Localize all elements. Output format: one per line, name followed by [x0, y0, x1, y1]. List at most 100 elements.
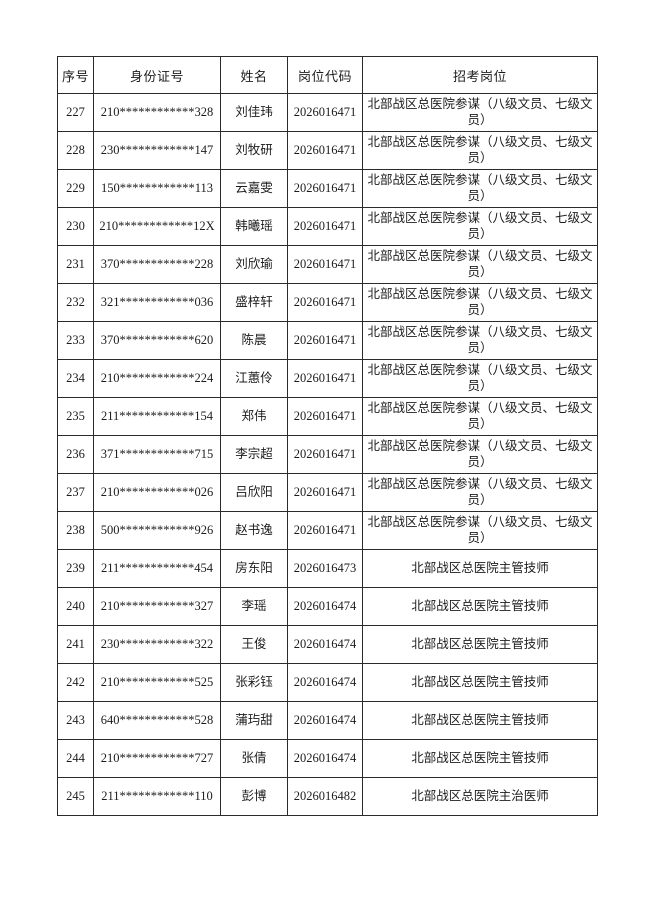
- table-body: 227 210************328 刘佳玮 2026016471 北部…: [57, 93, 598, 816]
- cell-job-code: 2026016471: [287, 169, 363, 208]
- cell-serial-number: 230: [57, 207, 94, 246]
- cell-serial-number: 244: [57, 739, 94, 778]
- cell-job-code: 2026016471: [287, 397, 363, 436]
- cell-job-code: 2026016471: [287, 359, 363, 398]
- cell-job-code: 2026016474: [287, 625, 363, 664]
- header-cell-name: 姓名: [220, 56, 288, 94]
- cell-job-code: 2026016471: [287, 283, 363, 322]
- header-cell-position: 招考岗位: [362, 56, 598, 94]
- cell-position: 北部战区总医院主管技师: [362, 587, 598, 626]
- cell-id-number: 371************715: [93, 435, 221, 474]
- cell-serial-number: 238: [57, 511, 94, 550]
- cell-serial-number: 233: [57, 321, 94, 360]
- cell-id-number: 210************525: [93, 663, 221, 702]
- cell-job-code: 2026016474: [287, 739, 363, 778]
- cell-id-number: 211************110: [93, 777, 221, 816]
- cell-name: 云嘉雯: [220, 169, 288, 208]
- cell-serial-number: 231: [57, 245, 94, 284]
- cell-id-number: 210************327: [93, 587, 221, 626]
- table-row: 230 210************12X 韩曦瑶 2026016471 北部…: [57, 207, 598, 246]
- cell-id-number: 210************026: [93, 473, 221, 512]
- cell-serial-number: 234: [57, 359, 94, 398]
- cell-job-code: 2026016471: [287, 245, 363, 284]
- cell-name: 韩曦瑶: [220, 207, 288, 246]
- cell-id-number: 150************113: [93, 169, 221, 208]
- cell-position: 北部战区总医院参谋（八级文员、七级文员）: [362, 473, 598, 512]
- cell-name: 刘欣瑜: [220, 245, 288, 284]
- cell-name: 盛梓轩: [220, 283, 288, 322]
- cell-name: 刘牧研: [220, 131, 288, 170]
- table-row: 236 371************715 李宗超 2026016471 北部…: [57, 435, 598, 474]
- cell-position: 北部战区总医院参谋（八级文员、七级文员）: [362, 321, 598, 360]
- table-row: 229 150************113 云嘉雯 2026016471 北部…: [57, 169, 598, 208]
- cell-position: 北部战区总医院参谋（八级文员、七级文员）: [362, 245, 598, 284]
- cell-id-number: 640************528: [93, 701, 221, 740]
- cell-id-number: 211************154: [93, 397, 221, 436]
- header-cell-id-number: 身份证号: [93, 56, 221, 94]
- cell-job-code: 2026016474: [287, 587, 363, 626]
- cell-name: 赵书逸: [220, 511, 288, 550]
- cell-serial-number: 241: [57, 625, 94, 664]
- cell-job-code: 2026016474: [287, 701, 363, 740]
- cell-serial-number: 228: [57, 131, 94, 170]
- cell-position: 北部战区总医院主管技师: [362, 739, 598, 778]
- table-row: 235 211************154 郑伟 2026016471 北部战…: [57, 397, 598, 436]
- cell-serial-number: 239: [57, 549, 94, 588]
- table-row: 243 640************528 蒲玙甜 2026016474 北部…: [57, 701, 598, 740]
- cell-serial-number: 237: [57, 473, 94, 512]
- cell-job-code: 2026016473: [287, 549, 363, 588]
- table-row: 242 210************525 张彩钰 2026016474 北部…: [57, 663, 598, 702]
- cell-id-number: 370************228: [93, 245, 221, 284]
- cell-serial-number: 232: [57, 283, 94, 322]
- header-cell-serial-number: 序号: [57, 56, 94, 94]
- cell-position: 北部战区总医院主管技师: [362, 663, 598, 702]
- cell-id-number: 210************727: [93, 739, 221, 778]
- cell-position: 北部战区总医院主管技师: [362, 701, 598, 740]
- cell-id-number: 230************147: [93, 131, 221, 170]
- cell-job-code: 2026016471: [287, 131, 363, 170]
- cell-serial-number: 235: [57, 397, 94, 436]
- cell-serial-number: 236: [57, 435, 94, 474]
- table-row: 231 370************228 刘欣瑜 2026016471 北部…: [57, 245, 598, 284]
- table-row: 234 210************224 江蕙伶 2026016471 北部…: [57, 359, 598, 398]
- table-row: 240 210************327 李瑶 2026016474 北部战…: [57, 587, 598, 626]
- cell-name: 王俊: [220, 625, 288, 664]
- cell-position: 北部战区总医院主管技师: [362, 549, 598, 588]
- cell-position: 北部战区总医院参谋（八级文员、七级文员）: [362, 207, 598, 246]
- cell-id-number: 211************454: [93, 549, 221, 588]
- cell-id-number: 210************328: [93, 93, 221, 132]
- table-row: 239 211************454 房东阳 2026016473 北部…: [57, 549, 598, 588]
- cell-id-number: 321************036: [93, 283, 221, 322]
- cell-name: 李瑶: [220, 587, 288, 626]
- cell-job-code: 2026016471: [287, 321, 363, 360]
- cell-position: 北部战区总医院参谋（八级文员、七级文员）: [362, 359, 598, 398]
- table-row: 245 211************110 彭博 2026016482 北部战…: [57, 777, 598, 816]
- cell-id-number: 230************322: [93, 625, 221, 664]
- cell-serial-number: 242: [57, 663, 94, 702]
- candidate-table: 序号 身份证号 姓名 岗位代码 招考岗位 227 210************…: [57, 56, 598, 816]
- cell-name: 郑伟: [220, 397, 288, 436]
- cell-name: 李宗超: [220, 435, 288, 474]
- cell-job-code: 2026016471: [287, 435, 363, 474]
- cell-serial-number: 227: [57, 93, 94, 132]
- table-row: 238 500************926 赵书逸 2026016471 北部…: [57, 511, 598, 550]
- cell-name: 房东阳: [220, 549, 288, 588]
- cell-name: 张倩: [220, 739, 288, 778]
- cell-name: 刘佳玮: [220, 93, 288, 132]
- cell-position: 北部战区总医院参谋（八级文员、七级文员）: [362, 397, 598, 436]
- cell-position: 北部战区总医院主管技师: [362, 625, 598, 664]
- cell-id-number: 210************12X: [93, 207, 221, 246]
- cell-job-code: 2026016471: [287, 207, 363, 246]
- cell-id-number: 500************926: [93, 511, 221, 550]
- cell-position: 北部战区总医院主治医师: [362, 777, 598, 816]
- cell-position: 北部战区总医院参谋（八级文员、七级文员）: [362, 283, 598, 322]
- header-cell-job-code: 岗位代码: [287, 56, 363, 94]
- table-row: 244 210************727 张倩 2026016474 北部战…: [57, 739, 598, 778]
- cell-job-code: 2026016471: [287, 511, 363, 550]
- cell-position: 北部战区总医院参谋（八级文员、七级文员）: [362, 435, 598, 474]
- cell-name: 吕欣阳: [220, 473, 288, 512]
- table-row: 241 230************322 王俊 2026016474 北部战…: [57, 625, 598, 664]
- cell-name: 江蕙伶: [220, 359, 288, 398]
- table-row: 237 210************026 吕欣阳 2026016471 北部…: [57, 473, 598, 512]
